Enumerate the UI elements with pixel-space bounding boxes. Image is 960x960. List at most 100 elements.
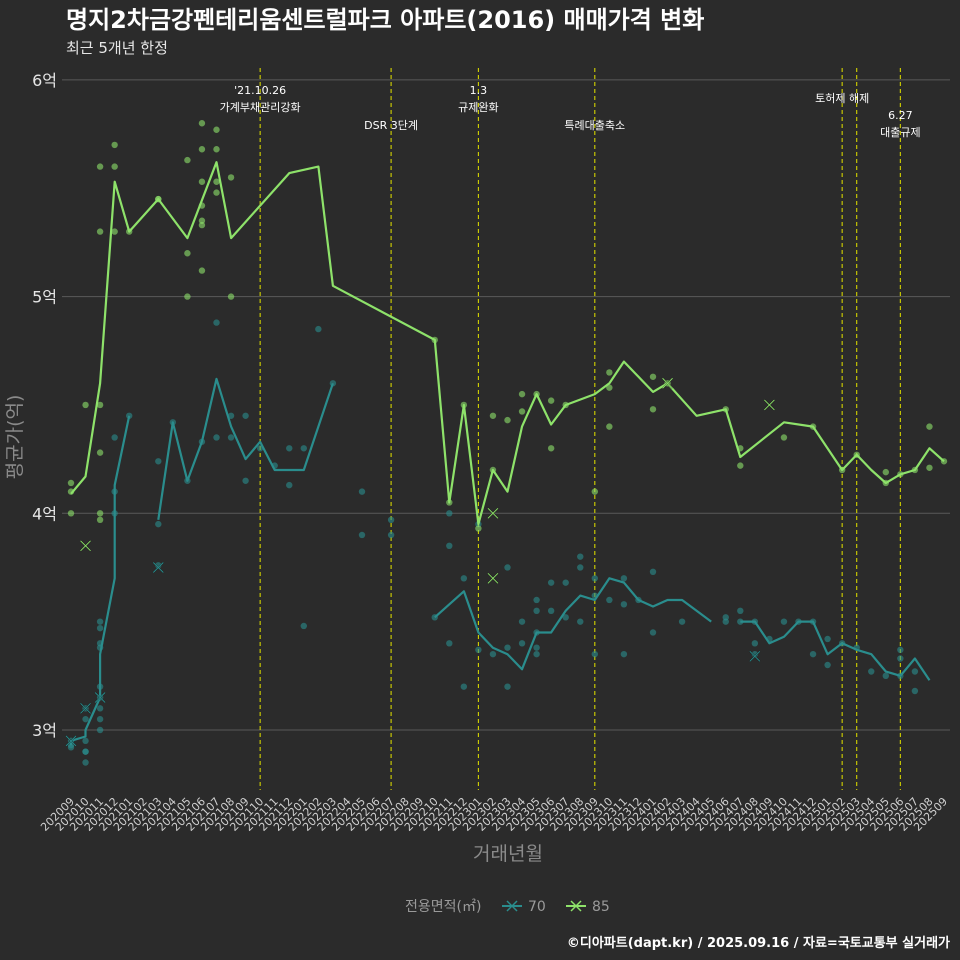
policy-annotation: DSR 3단계: [364, 119, 418, 132]
data-point-70: [82, 759, 89, 766]
series-layer: [65, 120, 948, 766]
data-point-70: [562, 579, 569, 586]
data-point-85: [184, 250, 191, 257]
data-point-85: [475, 525, 482, 532]
data-point-85: [606, 423, 613, 430]
data-point-85: [198, 120, 206, 127]
x-axis-ticks: 2020092020102020112020122021012021022021…: [38, 795, 950, 834]
data-point-85: [227, 293, 235, 300]
data-point-85: [96, 228, 104, 235]
data-point-70: [489, 650, 497, 658]
cross-marker-85: [487, 507, 499, 519]
y-tick-label: 5억: [32, 288, 57, 307]
policy-annotation: 가계부채관리강화: [220, 101, 301, 114]
y-axis-ticks: 3억 4억 5억 6억: [32, 71, 57, 740]
data-point-70: [315, 325, 322, 333]
data-point-70: [824, 661, 831, 669]
x-axis-title: 거래년월: [473, 843, 543, 865]
data-point-70: [649, 568, 657, 576]
series-line-70: [434, 577, 712, 671]
data-point-85: [184, 293, 191, 300]
data-point-70: [96, 705, 104, 712]
data-point-85: [547, 397, 555, 404]
data-point-85: [882, 468, 889, 476]
policy-lines: [259, 68, 901, 790]
data-point-85: [96, 449, 104, 456]
data-point-85: [649, 373, 657, 380]
cross-marker-70: [152, 561, 164, 574]
data-point-85: [518, 390, 526, 398]
legend-cross: [506, 900, 518, 912]
chart-title: 명지2차금강펜테리움센트럴파크 아파트(2016) 매매가격 변화: [66, 6, 704, 34]
data-point-70: [96, 618, 104, 625]
series-line-70: [69, 415, 131, 746]
data-point-85: [111, 163, 118, 170]
data-point-85: [96, 516, 104, 524]
policy-annotation: 6.27: [888, 109, 913, 122]
data-point-85: [96, 401, 104, 409]
data-point-70: [562, 614, 569, 621]
data-point-70: [387, 531, 395, 539]
cross-stroke: [764, 399, 775, 411]
data-point-70: [460, 575, 468, 582]
data-point-70: [518, 618, 526, 625]
legend-swatch-85: [566, 900, 586, 912]
data-point-85: [67, 479, 75, 487]
cross-marker-70: [80, 702, 92, 714]
data-point-70: [547, 607, 555, 615]
data-point-70: [518, 640, 526, 647]
data-point-70: [868, 668, 875, 675]
data-point-70: [577, 618, 584, 625]
data-point-85: [111, 141, 118, 149]
data-point-70: [286, 481, 293, 489]
data-point-70: [358, 531, 366, 539]
y-tick-label: 3억: [32, 721, 57, 740]
legend-swatch-70: [502, 900, 522, 912]
cross-stroke: [487, 572, 499, 584]
policy-annotation: '21.10.26: [234, 84, 286, 97]
data-point-85: [213, 146, 220, 153]
data-point-70: [722, 614, 729, 621]
data-point-85: [213, 178, 220, 185]
data-point-70: [155, 458, 162, 465]
data-point-85: [198, 267, 206, 274]
data-point-85: [737, 462, 744, 469]
data-point-70: [446, 640, 453, 647]
y-tick-label: 4억: [32, 504, 57, 523]
data-point-70: [446, 510, 453, 517]
data-point-70: [780, 618, 788, 625]
data-point-70: [911, 687, 919, 695]
data-point-70: [897, 646, 904, 654]
data-point-70: [577, 553, 584, 560]
cross-marker-85: [662, 377, 674, 389]
data-point-70: [678, 618, 686, 625]
cross-stroke: [487, 507, 499, 519]
data-point-85: [591, 488, 598, 495]
cross-stroke: [65, 735, 77, 747]
grid-lines: [62, 79, 950, 731]
data-point-70: [227, 412, 235, 419]
data-point-70: [300, 622, 307, 630]
data-point-70: [242, 412, 249, 419]
data-point-85: [96, 163, 104, 170]
data-point-85: [606, 369, 613, 376]
data-point-70: [460, 683, 468, 690]
series-line-70: [157, 377, 334, 520]
data-point-70: [96, 715, 104, 723]
data-point-85: [198, 178, 206, 185]
data-point-85: [649, 406, 657, 413]
data-point-70: [620, 601, 628, 608]
data-point-70: [547, 579, 555, 586]
data-point-85: [184, 156, 191, 164]
data-point-70: [620, 575, 628, 582]
data-point-70: [300, 445, 307, 452]
data-point-70: [387, 516, 395, 524]
data-point-70: [504, 644, 511, 651]
data-point-70: [227, 434, 235, 441]
data-point-70: [286, 445, 293, 452]
data-point-70: [126, 412, 133, 419]
data-point-70: [751, 640, 759, 647]
data-point-70: [82, 748, 89, 755]
data-point-85: [213, 189, 220, 196]
